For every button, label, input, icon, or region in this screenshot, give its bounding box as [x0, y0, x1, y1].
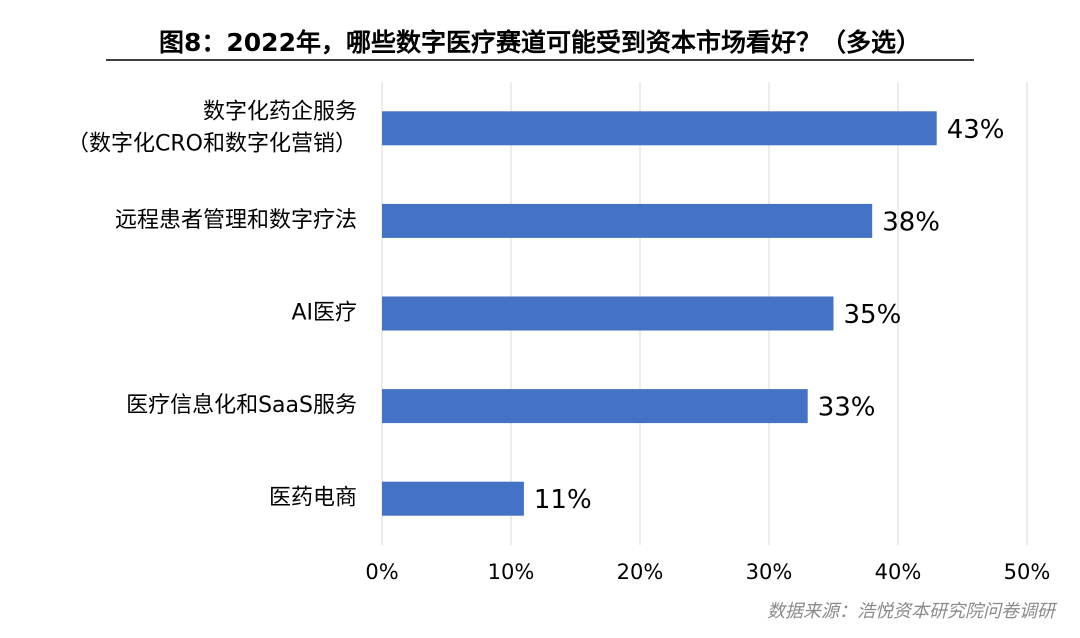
- value-label: 35%: [844, 300, 902, 330]
- source-note: 数据来源：浩悦资本研究院问卷调研: [767, 601, 1058, 622]
- value-label: 11%: [534, 485, 592, 515]
- x-tick-label: 20%: [617, 560, 664, 584]
- x-tick-label: 10%: [488, 560, 535, 584]
- y-tick-label: 远程患者管理和数字疗法: [115, 208, 357, 233]
- value-label: 33%: [818, 393, 876, 423]
- bar: [382, 203, 873, 238]
- value-label: 43%: [947, 115, 1005, 145]
- y-tick-label: 医疗信息化和SaaS服务: [126, 393, 357, 418]
- bar: [382, 389, 808, 424]
- x-tick-label: 40%: [875, 560, 922, 584]
- bar: [382, 481, 524, 516]
- y-tick-label: 数字化药企服务（数字化CRO和数字化营销）: [67, 99, 357, 156]
- x-tick-label: 30%: [746, 560, 793, 584]
- y-tick-label: AI医疗: [291, 301, 357, 326]
- chart-title: 图8：2022年，哪些数字医疗赛道可能受到资本市场看好？（多选）: [159, 28, 921, 57]
- y-tick-label: 医药电商: [269, 486, 357, 511]
- x-tick-label: 0%: [365, 560, 398, 584]
- value-label: 38%: [882, 207, 940, 237]
- x-tick-label: 50%: [1004, 560, 1051, 584]
- bar: [382, 111, 937, 146]
- bar: [382, 296, 834, 331]
